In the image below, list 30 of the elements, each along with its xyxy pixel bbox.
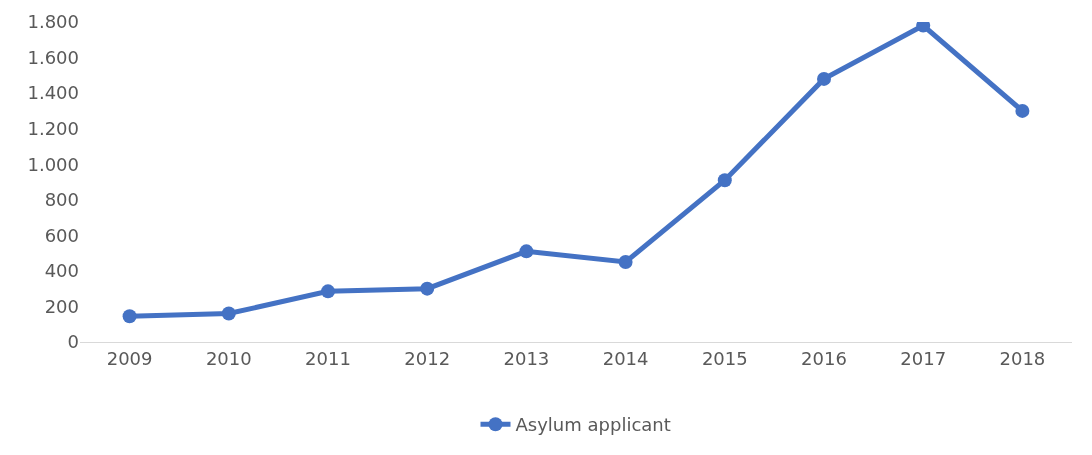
- y-tick-label: 1.000: [27, 153, 79, 175]
- point: [618, 255, 633, 269]
- y-tick-label: 0: [67, 331, 79, 353]
- point: [717, 173, 732, 188]
- x-tick-label: 2011: [305, 347, 351, 369]
- point: [817, 71, 831, 86]
- y-tick-label: 800: [44, 189, 79, 211]
- x-tick-label: 2010: [205, 347, 252, 369]
- x-tick-label: 2017: [900, 347, 947, 369]
- x-tick-label: 2016: [801, 347, 847, 369]
- point: [221, 306, 236, 321]
- point: [321, 284, 335, 299]
- point: [420, 281, 435, 296]
- x-tick-label: 2015: [701, 347, 748, 369]
- y-tick-label: 200: [44, 295, 79, 317]
- y-tick-label: 1.200: [27, 117, 79, 139]
- y-tick-label: 1.400: [27, 82, 79, 104]
- x-tick-label: 2018: [999, 347, 1046, 369]
- point: [519, 244, 534, 259]
- x-tick-label: 2014: [602, 347, 649, 369]
- legend-label: Asylum applicant: [515, 414, 671, 436]
- y-tick-label: 600: [44, 224, 79, 246]
- y-tick-label: 1.800: [27, 11, 79, 33]
- x-tick-label: 2009: [106, 347, 153, 369]
- point: [122, 309, 137, 324]
- x-tick-label: 2013: [503, 347, 550, 369]
- point: [1015, 103, 1030, 118]
- y-tick-label: 400: [44, 260, 79, 282]
- x-tick-label: 2012: [404, 347, 451, 369]
- y-tick-label: 1.600: [27, 46, 79, 68]
